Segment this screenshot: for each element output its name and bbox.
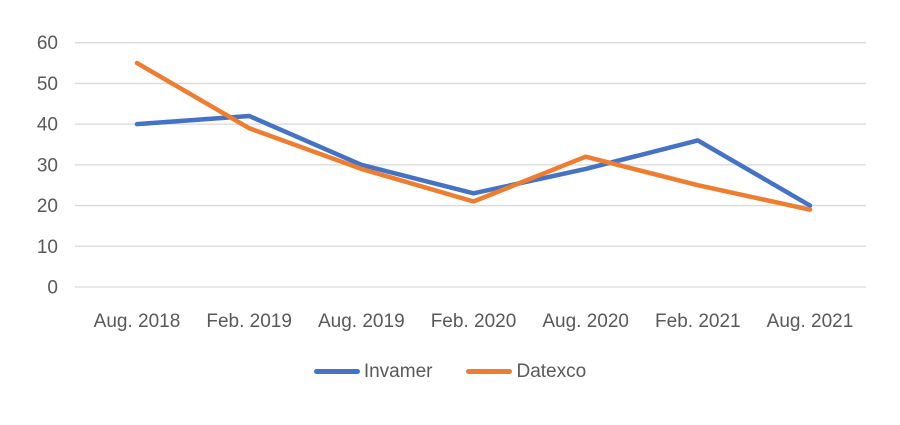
plot-area: 0 10 20 30 40 50 60 Aug. 2018 Feb. 2019 Aug. 2019… [37,33,866,332]
x-tick-label-0: Aug. 2018 [94,311,181,332]
x-tick-label-5: Feb. 2021 [655,311,741,332]
y-tick-label-30: 30 [37,155,58,176]
x-tick-label-6: Aug. 2021 [767,311,854,332]
y-tick-label-60: 60 [37,33,58,54]
series-line-invamer [134,113,813,208]
y-tick-label-20: 20 [37,196,58,217]
legend-item-invamer: Invamer [313,361,433,382]
invamer-line-swatch [313,369,360,374]
x-tick-label-2: Aug. 2019 [318,311,405,332]
y-tick-label-10: 10 [37,237,58,258]
y-tick-label-40: 40 [37,115,58,136]
x-tick-label-1: Feb. 2019 [206,311,292,332]
datexco-line-swatch [466,369,513,374]
y-tick-label-50: 50 [37,74,58,95]
series-line-datexco [134,60,813,212]
x-tick-label-4: Aug. 2020 [542,311,629,332]
legend: Invamer Datexco [0,362,900,381]
x-tick-label-3: Feb. 2020 [431,311,517,332]
legend-item-datexco: Datexco [466,362,586,381]
legend-label-datexco: Datexco [516,361,587,382]
y-tick-label-0: 0 [47,278,58,299]
legend-label-invamer: Invamer [363,361,433,382]
